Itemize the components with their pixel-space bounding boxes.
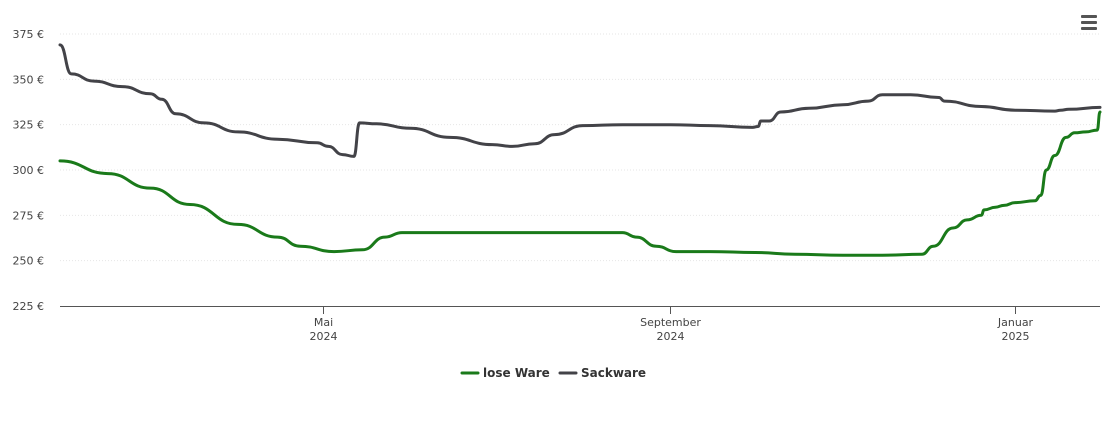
menu-bar-middle [1081, 21, 1097, 24]
x-tick-month-label: Mai [314, 316, 333, 329]
y-tick-label: 300 € [13, 164, 45, 177]
grid-lines [60, 33, 1100, 262]
x-tick-year-label: 2024 [657, 330, 685, 343]
hamburger-menu-icon[interactable] [1079, 12, 1099, 32]
y-axis: 225 € 250 € 275 € 300 € 325 € 350 € 375 € [13, 28, 45, 313]
legend-item-sackware[interactable]: Sackware [558, 366, 646, 380]
series-line-lose-ware [58, 110, 1102, 257]
y-tick-label: 325 € [13, 119, 45, 132]
x-tick-year-label: 2024 [310, 330, 338, 343]
y-tick-label: 375 € [13, 28, 45, 41]
legend[interactable]: lose Ware Sackware [460, 366, 646, 380]
menu-bar-top [1081, 15, 1097, 18]
legend-label: Sackware [581, 366, 646, 380]
x-tick-month-label: Januar [997, 316, 1034, 329]
menu-bar-bottom [1081, 27, 1097, 30]
y-tick-label: 225 € [13, 300, 45, 313]
series-line-sackware [58, 43, 1102, 158]
y-tick-label: 250 € [13, 255, 45, 268]
y-tick-label: 350 € [13, 73, 45, 86]
legend-label: lose Ware [483, 366, 550, 380]
x-tick-month-label: September [640, 316, 701, 329]
series-lines [58, 43, 1102, 257]
x-tick-year-label: 2025 [1002, 330, 1030, 343]
legend-item-lose-ware[interactable]: lose Ware [460, 366, 550, 380]
y-tick-label: 275 € [13, 209, 45, 222]
